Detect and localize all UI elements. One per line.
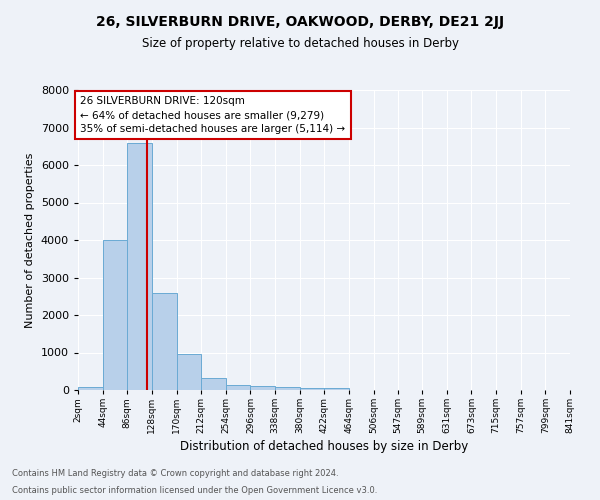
Bar: [176, 354, 201, 390]
Bar: [275, 387, 299, 390]
Bar: [324, 388, 349, 390]
Text: Contains HM Land Registry data © Crown copyright and database right 2024.: Contains HM Land Registry data © Crown c…: [12, 468, 338, 477]
Bar: [127, 142, 152, 390]
Y-axis label: Number of detached properties: Number of detached properties: [25, 152, 35, 328]
Bar: [250, 386, 275, 390]
Bar: [226, 385, 250, 390]
Text: Size of property relative to detached houses in Derby: Size of property relative to detached ho…: [142, 38, 458, 51]
Bar: [103, 240, 127, 390]
Bar: [299, 388, 324, 390]
X-axis label: Distribution of detached houses by size in Derby: Distribution of detached houses by size …: [180, 440, 468, 454]
Text: 26, SILVERBURN DRIVE, OAKWOOD, DERBY, DE21 2JJ: 26, SILVERBURN DRIVE, OAKWOOD, DERBY, DE…: [96, 15, 504, 29]
Bar: [201, 378, 226, 390]
Text: 26 SILVERBURN DRIVE: 120sqm
← 64% of detached houses are smaller (9,279)
35% of : 26 SILVERBURN DRIVE: 120sqm ← 64% of det…: [80, 96, 346, 134]
Bar: [152, 292, 176, 390]
Bar: [78, 387, 103, 390]
Text: Contains public sector information licensed under the Open Government Licence v3: Contains public sector information licen…: [12, 486, 377, 495]
